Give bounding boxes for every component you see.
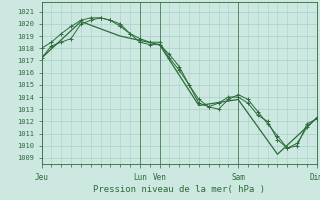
X-axis label: Pression niveau de la mer( hPa ): Pression niveau de la mer( hPa ) [93, 185, 265, 194]
